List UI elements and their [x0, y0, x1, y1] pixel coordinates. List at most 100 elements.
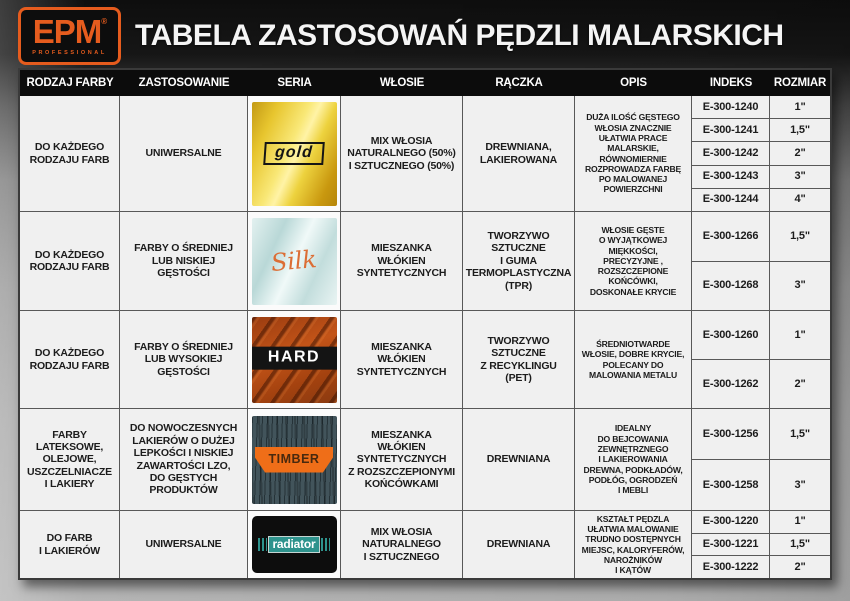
radiator-series-label: radiator — [269, 537, 319, 552]
registered-mark: ® — [101, 17, 107, 27]
table-header-row: RODZAJ FARBY ZASTOSOWANIE SERIA WŁOSIE R… — [20, 70, 830, 96]
application-cell: UNIWERSALNE — [120, 511, 248, 578]
size-cell: 1" — [770, 96, 830, 119]
header-cell-raczka: RĄCZKA — [495, 77, 543, 89]
size-cell: 1" — [770, 311, 830, 359]
index-cell: E-300-1221 — [692, 533, 770, 556]
brand-logo-text: EPM ® — [32, 13, 107, 51]
series-cell: HARD — [248, 311, 341, 408]
series-cell: TIMBER — [248, 409, 341, 510]
product-row-hard: DO KAŻDEGO RODZAJU FARB FARBY O ŚREDNIEJ… — [20, 311, 830, 409]
radiator-series-logo: radiator — [251, 516, 337, 573]
brushes-table: RODZAJ FARBY ZASTOSOWANIE SERIA WŁOSIE R… — [18, 68, 832, 580]
index-size-row: E-300-1220 1" — [692, 511, 830, 534]
index-cell: E-300-1220 — [692, 511, 770, 533]
product-row-radiator: DO FARB I LAKIERÓW UNIWERSALNE radiator … — [20, 511, 830, 579]
handle-cell: DREWNIANA, LAKIEROWANA — [463, 96, 575, 211]
header-cell-rozmiar: ROZMIAR — [773, 77, 827, 89]
size-cell: 2" — [770, 360, 830, 408]
top-header-bar: EPM ® PROFESSIONAL TABELA ZASTOSOWAŃ PĘD… — [18, 5, 832, 67]
gold-series-label: gold — [263, 142, 325, 165]
bristle-cell: MIX WŁOSIA NATURALNEGO (50%) I SZTUCZNEG… — [341, 96, 463, 211]
radiator-stripes-icon — [320, 538, 330, 551]
index-size-row: E-300-1258 3" — [692, 460, 830, 510]
product-row-timber: FARBY LATEKSOWE, OLEJOWE, USZCZELNIACZE … — [20, 409, 830, 511]
gold-series-logo: gold — [251, 101, 337, 206]
product-row-gold: DO KAŻDEGO RODZAJU FARB UNIWERSALNE gold… — [20, 96, 830, 212]
index-cell: E-300-1240 — [692, 96, 770, 119]
series-cell: radiator — [248, 511, 341, 578]
paint-type-cell: DO FARB I LAKIERÓW — [20, 511, 120, 578]
index-size-group: E-300-1256 1,5" E-300-1258 3" — [692, 409, 830, 510]
index-cell: E-300-1243 — [692, 165, 770, 188]
radiator-stripes-icon — [258, 538, 268, 551]
index-size-group: E-300-1240 1" E-300-1241 1,5" E-300-1242… — [692, 96, 830, 212]
size-cell: 3" — [770, 261, 830, 310]
index-cell: E-300-1258 — [692, 460, 770, 510]
description-cell: KSZTAŁT PĘDZLA UŁATWIA MALOWANIE TRUDNO … — [575, 511, 692, 578]
size-cell: 1,5" — [770, 119, 830, 142]
timber-series-logo: TIMBER — [251, 415, 337, 504]
bristle-cell: MIX WŁOSIA NATURALNEGO I SZTUCZNEGO — [341, 511, 463, 578]
index-cell: E-300-1244 — [692, 188, 770, 212]
header-cell-zastosowanie: ZASTOSOWANIE — [138, 77, 230, 89]
silk-series-logo: Silk — [251, 217, 337, 305]
index-size-row: E-300-1256 1,5" — [692, 409, 830, 460]
index-size-group: E-300-1220 1" E-300-1221 1,5" E-300-1222… — [692, 511, 830, 579]
index-cell: E-300-1262 — [692, 360, 770, 408]
size-cell: 1,5" — [770, 533, 830, 556]
index-size-row: E-300-1244 4" — [692, 188, 830, 212]
handle-cell: TWORZYWO SZTUCZNE Z RECYKLINGU (PET) — [463, 311, 575, 408]
series-cell: gold — [248, 96, 341, 211]
page-title: TABELA ZASTOSOWAŃ PĘDZLI MALARSKICH — [135, 19, 784, 52]
size-cell: 4" — [770, 188, 830, 212]
index-size-row: E-300-1241 1,5" — [692, 119, 830, 143]
hard-series-logo: HARD — [251, 316, 337, 403]
description-cell: IDEALNY DO BEJCOWANIA ZEWNĘTRZNEGO I LAK… — [575, 409, 692, 510]
index-size-row: E-300-1221 1,5" — [692, 533, 830, 557]
brand-name: EPM — [32, 13, 103, 51]
handle-cell: DREWNIANA — [463, 511, 575, 578]
index-size-row: E-300-1242 2" — [692, 142, 830, 166]
index-size-group: E-300-1260 1" E-300-1262 2" — [692, 311, 830, 408]
index-cell: E-300-1241 — [692, 119, 770, 142]
hard-series-label: HARD — [251, 346, 337, 370]
paint-type-cell: DO KAŻDEGO RODZAJU FARB — [20, 96, 120, 211]
description-cell: ŚREDNIOTWARDE WŁOSIE, DOBRE KRYCIE, POLE… — [575, 311, 692, 408]
handle-cell: TWORZYWO SZTUCZNE I GUMA TERMOPLASTYCZNA… — [463, 212, 575, 310]
description-cell: WŁOSIE GĘSTE O WYJĄTKOWEJ MIĘKKOŚCI, PRE… — [575, 212, 692, 310]
index-size-row: E-300-1260 1" — [692, 311, 830, 360]
index-size-row: E-300-1243 3" — [692, 165, 830, 189]
size-cell: 1,5" — [770, 409, 830, 459]
size-cell: 3" — [770, 165, 830, 188]
silk-series-label: Silk — [270, 244, 318, 277]
bristle-cell: MIESZANKA WŁÓKIEN SYNTETYCZNYCH Z ROZSZC… — [341, 409, 463, 510]
size-cell: 3" — [770, 460, 830, 510]
index-cell: E-300-1268 — [692, 261, 770, 310]
size-cell: 2" — [770, 142, 830, 165]
application-cell: DO NOWOCZESNYCH LAKIERÓW O DUŻEJ LEPKOŚC… — [120, 409, 248, 510]
series-cell: Silk — [248, 212, 341, 310]
index-cell: E-300-1242 — [692, 142, 770, 165]
product-row-silk: DO KAŻDEGO RODZAJU FARB FARBY O ŚREDNIEJ… — [20, 212, 830, 311]
size-cell: 2" — [770, 556, 830, 579]
index-size-row: E-300-1240 1" — [692, 96, 830, 120]
radiator-band: radiator — [258, 537, 330, 552]
bristle-cell: MIESZANKA WŁÓKIEN SYNTETYCZNYCH — [341, 311, 463, 408]
application-cell: FARBY O ŚREDNIEJ LUB NISKIEJ GĘSTOŚCI — [120, 212, 248, 310]
header-cell-seria: SERIA — [277, 77, 312, 89]
application-cell: UNIWERSALNE — [120, 96, 248, 211]
bristle-cell: MIESZANKA WŁÓKIEN SYNTETYCZNYCH — [341, 212, 463, 310]
epm-brand-logo: EPM ® PROFESSIONAL — [18, 7, 121, 65]
handle-cell: DREWNIANA — [463, 409, 575, 510]
header-cell-wlosie: WŁOSIE — [379, 77, 425, 89]
paint-type-cell: FARBY LATEKSOWE, OLEJOWE, USZCZELNIACZE … — [20, 409, 120, 510]
header-cell-opis: OPIS — [620, 77, 647, 89]
header-cell-indeks: INDEKS — [709, 77, 753, 89]
index-cell: E-300-1260 — [692, 311, 770, 359]
index-size-row: E-300-1268 3" — [692, 261, 830, 310]
index-cell: E-300-1222 — [692, 556, 770, 579]
application-cell: FARBY O ŚREDNIEJ LUB WYSOKIEJ GĘSTOŚCI — [120, 311, 248, 408]
index-size-row: E-300-1266 1,5" — [692, 212, 830, 262]
